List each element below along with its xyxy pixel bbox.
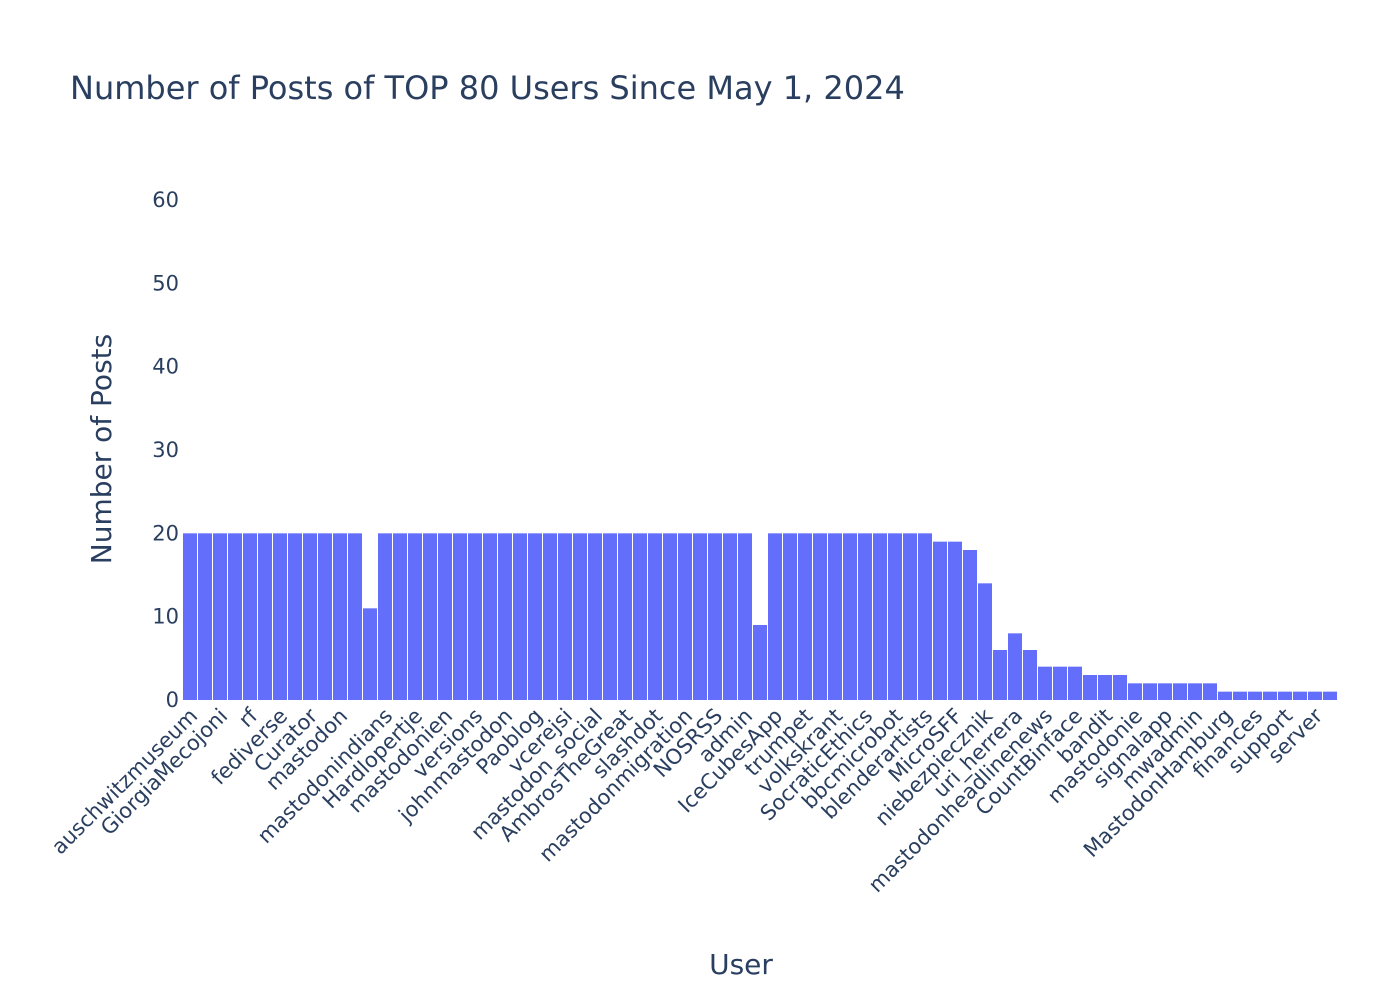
y-tick-label: 50 [152,271,179,295]
bar[interactable] [333,533,347,700]
bar[interactable] [843,533,857,700]
bar[interactable] [1113,675,1127,700]
bar[interactable] [588,533,602,700]
bar[interactable] [1023,650,1037,700]
y-tick-label: 20 [152,521,179,545]
bar[interactable] [468,533,482,700]
bar[interactable] [198,533,212,700]
bar[interactable] [1008,633,1022,700]
bar[interactable] [1158,683,1172,700]
bar[interactable] [1278,691,1292,700]
bar[interactable] [738,533,752,700]
bar[interactable] [768,533,782,700]
bar[interactable] [183,533,197,700]
bar[interactable] [378,533,392,700]
bar[interactable] [723,533,737,700]
bar[interactable] [813,533,827,700]
bar[interactable] [1128,683,1142,700]
bar[interactable] [1053,666,1067,700]
bar[interactable] [603,533,617,700]
bar[interactable] [258,533,272,700]
bar[interactable] [393,533,407,700]
bar[interactable] [408,533,422,700]
bar[interactable] [528,533,542,700]
bar[interactable] [213,533,227,700]
bar[interactable] [1038,666,1052,700]
bar[interactable] [1263,691,1277,700]
bar[interactable] [948,541,962,700]
bar[interactable] [1323,691,1337,700]
bar[interactable] [888,533,902,700]
y-tick-label: 0 [166,688,179,712]
bar[interactable] [663,533,677,700]
bar[interactable] [873,533,887,700]
bar[interactable] [303,533,317,700]
bar[interactable] [633,533,647,700]
bar[interactable] [453,533,467,700]
y-tick-label: 40 [152,355,179,379]
bar[interactable] [798,533,812,700]
bar[interactable] [348,533,362,700]
bar[interactable] [318,533,332,700]
bar[interactable] [783,533,797,700]
bar[interactable] [573,533,587,700]
chart-title: Number of Posts of TOP 80 Users Since Ma… [70,69,905,107]
bar[interactable] [273,533,287,700]
bar[interactable] [903,533,917,700]
x-axis-title: User [709,948,773,981]
bar[interactable] [993,650,1007,700]
bar[interactable] [933,541,947,700]
x-tick-label: auschwitzmuseum [47,704,202,859]
bar[interactable] [708,533,722,700]
y-tick-label: 30 [152,438,179,462]
bar[interactable] [288,533,302,700]
bar[interactable] [483,533,497,700]
bar[interactable] [1068,666,1082,700]
bar[interactable] [1233,691,1247,700]
bar[interactable] [978,583,992,700]
bar[interactable] [1143,683,1157,700]
bar[interactable] [678,533,692,700]
bar[interactable] [1083,675,1097,700]
bar[interactable] [693,533,707,700]
bar[interactable] [1098,675,1112,700]
bar[interactable] [423,533,437,700]
bar[interactable] [243,533,257,700]
bar[interactable] [1308,691,1322,700]
bar[interactable] [648,533,662,700]
bar[interactable] [363,608,377,700]
bar[interactable] [618,533,632,700]
bar[interactable] [438,533,452,700]
y-tick-label: 10 [152,605,179,629]
bar[interactable] [1248,691,1262,700]
y-tick-label: 60 [152,188,179,212]
bar[interactable] [918,533,932,700]
bar[interactable] [558,533,572,700]
bar[interactable] [1188,683,1202,700]
bar[interactable] [543,533,557,700]
bar[interactable] [753,625,767,700]
bar[interactable] [513,533,527,700]
y-axis-title: Number of Posts [85,334,118,564]
bar[interactable] [1173,683,1187,700]
bar[interactable] [1218,691,1232,700]
bars-group [183,533,1337,700]
bar[interactable] [1293,691,1307,700]
bar[interactable] [498,533,512,700]
y-axis-ticks: 0 10 20 30 40 50 60 [152,188,179,712]
bar[interactable] [858,533,872,700]
bar[interactable] [828,533,842,700]
bar[interactable] [228,533,242,700]
bar[interactable] [963,550,977,700]
bar[interactable] [1203,683,1217,700]
